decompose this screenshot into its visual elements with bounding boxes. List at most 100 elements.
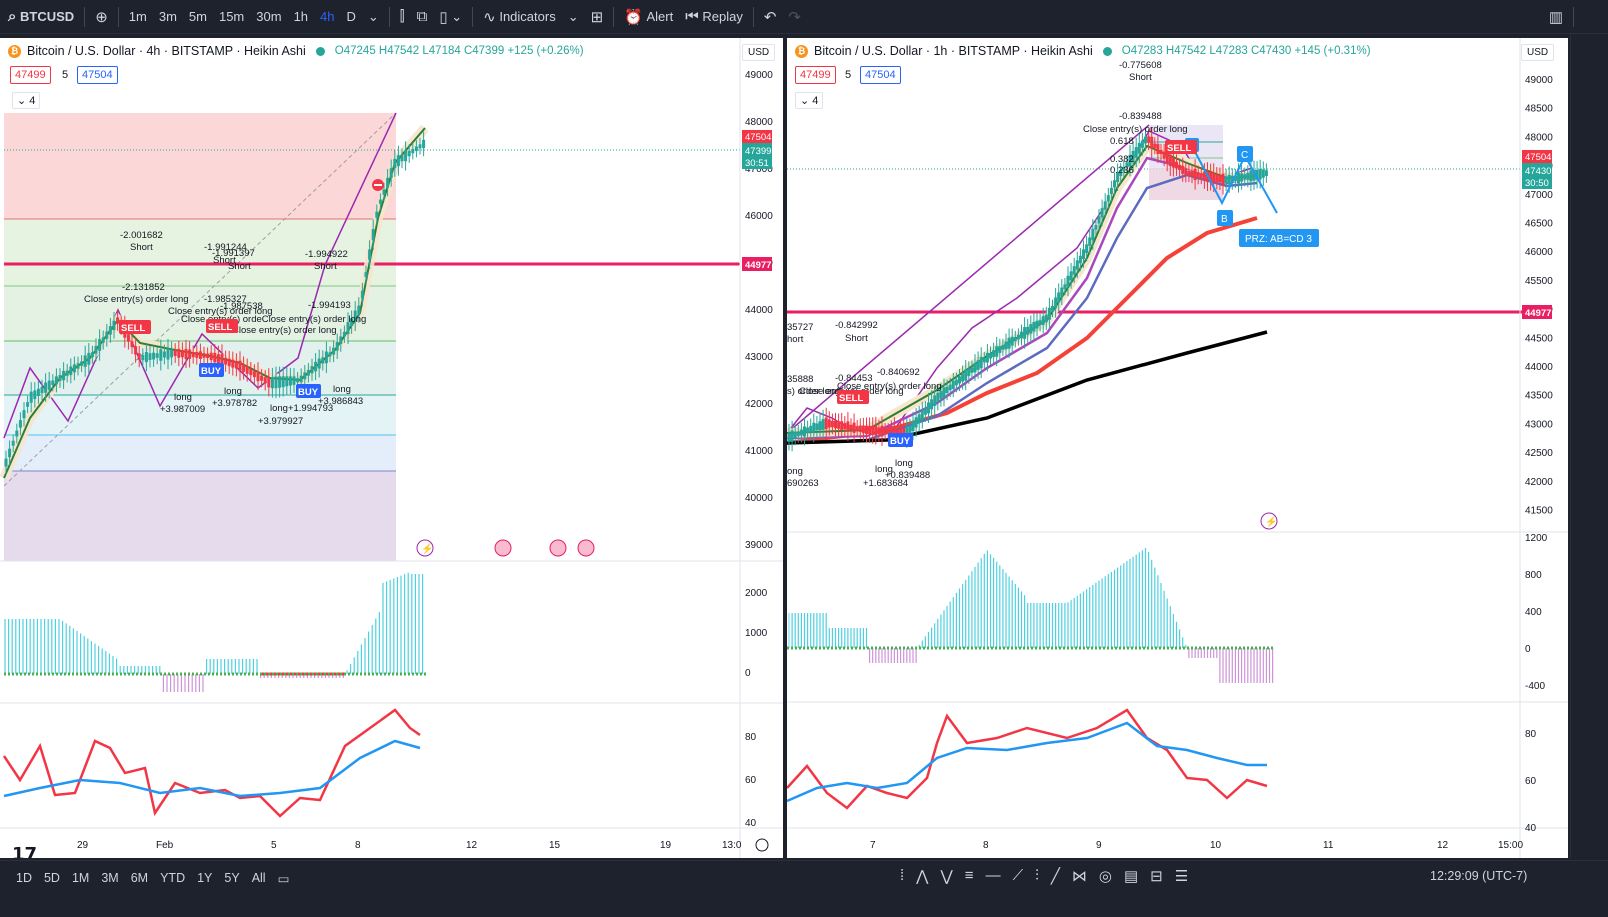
- strategy-annotation: long: [333, 384, 351, 395]
- candle-body: [414, 146, 418, 152]
- tf-1m[interactable]: 1m: [128, 9, 147, 24]
- elliott-icon[interactable]: ⋈: [1071, 868, 1087, 885]
- prz-label-box[interactable]: [1239, 229, 1319, 247]
- currency-selector[interactable]: USD: [742, 44, 776, 61]
- candle-body: [815, 423, 819, 431]
- point-c-marker[interactable]: [1237, 146, 1253, 162]
- range-6m[interactable]: 6M: [130, 871, 149, 885]
- strategy-annotation: Short: [845, 333, 868, 344]
- layouts-button[interactable]: ⊞: [585, 0, 610, 34]
- tf-30m[interactable]: 30m: [256, 9, 282, 24]
- range-5y[interactable]: 5Y: [224, 871, 240, 885]
- candle-body: [886, 429, 890, 434]
- candle-body: [923, 408, 927, 415]
- replay-button[interactable]: ⏮ Replay: [679, 0, 749, 34]
- pattern-abcd-icon[interactable]: ⋁: [940, 868, 953, 885]
- price-axis[interactable]: 4900048000470004600045000440004300042000…: [745, 70, 773, 829]
- long-position-icon[interactable]: ⊟: [1150, 868, 1163, 885]
- tf-15m[interactable]: 15m: [218, 9, 245, 24]
- price-tick-label: 48500: [1525, 104, 1553, 115]
- price-tick-label: 48000: [1525, 132, 1553, 143]
- candle-body: [65, 370, 69, 376]
- buy-signal-badge[interactable]: [199, 363, 224, 377]
- candle-body: [209, 352, 213, 361]
- fib-icon[interactable]: ≡: [964, 867, 974, 884]
- right-chart-panel[interactable]: A B C PRZ: AB=CD 3 -0.775608Short-0.8394…: [787, 38, 1568, 858]
- time-axis[interactable]: 29 Feb 5 8 12 15 19 13:0: [77, 840, 742, 851]
- range-ytd[interactable]: YTD: [160, 871, 186, 885]
- sell-button[interactable]: 47499: [10, 66, 51, 84]
- timeframe-dropdown[interactable]: ⌄: [362, 0, 385, 34]
- drag-handle-icon[interactable]: ⁞: [900, 867, 905, 884]
- sell-signal-badge[interactable]: [119, 320, 151, 334]
- chart-title: Bitcoin / U.S. Dollar · 1h · BITSTAMP · …: [814, 44, 1093, 58]
- candle-body: [809, 425, 813, 433]
- right-chart-canvas[interactable]: A B C PRZ: AB=CD 3 -0.775608Short-0.8394…: [787, 38, 1568, 858]
- bar-style-button[interactable]: ⫿: [394, 0, 411, 34]
- range-1d[interactable]: 1D: [16, 871, 32, 885]
- strategy-annotation: +3.986843: [318, 396, 363, 407]
- range-buttons: 1D 5D 1M 3M 6M YTD 1Y 5Y All ▭: [10, 867, 295, 890]
- buy-button[interactable]: 47504: [860, 66, 901, 84]
- add-symbol-button[interactable]: ⊕: [89, 0, 114, 34]
- indicators-collapse-button[interactable]: ⌄ 4: [12, 92, 41, 109]
- candle-body: [948, 384, 952, 391]
- symbol-search[interactable]: ⌕ BTCUSD: [0, 0, 80, 34]
- sell-signal-badge[interactable]: [837, 390, 869, 404]
- candle-body: [865, 425, 868, 435]
- clock[interactable]: 12:29:09 (UTC-7): [1430, 869, 1528, 883]
- fib-zone: [4, 395, 396, 435]
- range-1y[interactable]: 1Y: [197, 871, 213, 885]
- range-1m[interactable]: 1M: [71, 871, 90, 885]
- indicator-count: 4: [812, 95, 819, 107]
- left-chart-panel[interactable]: -2.001682 Short -1.991244 -1.991397 Short Sho…: [0, 38, 783, 858]
- horizontal-line-icon[interactable]: —: [985, 867, 1001, 884]
- candle-body: [166, 348, 170, 360]
- account-button[interactable]: [1578, 0, 1608, 34]
- point-b-marker[interactable]: [1217, 210, 1233, 226]
- redo-button[interactable]: ↷: [782, 0, 807, 34]
- range-5d[interactable]: 5D: [43, 871, 60, 885]
- tf-5m[interactable]: 5m: [188, 9, 207, 24]
- sell-signal-badge[interactable]: [206, 319, 238, 333]
- chart-type-button[interactable]: ▯ ⌄: [433, 0, 468, 34]
- buy-signal-badge[interactable]: [888, 433, 913, 447]
- event-icon[interactable]: [1260, 512, 1278, 530]
- indicators-collapse-button[interactable]: ⌄ 4: [795, 92, 824, 109]
- buy-button[interactable]: 47504: [77, 66, 118, 84]
- templates-button[interactable]: ⌄: [562, 0, 585, 34]
- trend-line-icon[interactable]: ╱: [1050, 868, 1060, 885]
- currency-selector[interactable]: USD: [1521, 44, 1555, 61]
- sell-button[interactable]: 47499: [795, 66, 836, 84]
- ray-icon[interactable]: ⟋: [1012, 867, 1024, 884]
- go-to-date-icon[interactable]: ▭: [277, 872, 290, 886]
- pattern-xabcd-icon[interactable]: ⋀: [916, 868, 929, 885]
- signal-label: SELL: [208, 322, 232, 333]
- sell-signal-badge[interactable]: [1165, 140, 1197, 154]
- menu-icon[interactable]: ☰: [1174, 868, 1189, 885]
- magnet-icon[interactable]: ◎: [1098, 868, 1112, 885]
- right-sidebar[interactable]: [1570, 34, 1608, 858]
- indicators-button[interactable]: ∿ Indicators: [477, 0, 562, 34]
- bars-icon[interactable]: ⫶: [1035, 867, 1039, 884]
- undo-button[interactable]: ↶: [758, 0, 783, 34]
- tf-D[interactable]: D: [346, 9, 356, 24]
- range-3m[interactable]: 3M: [101, 871, 119, 885]
- compare-button[interactable]: ⧉: [411, 0, 434, 34]
- layout-toggle-button[interactable]: ▥: [1543, 0, 1569, 34]
- settings-gear-icon[interactable]: [755, 838, 769, 852]
- us-flag-icon[interactable]: [577, 539, 595, 557]
- event-icon[interactable]: [416, 539, 434, 557]
- ruler-icon[interactable]: ▤: [1123, 868, 1139, 885]
- time-axis[interactable]: 7 8 9 10 11 12 15:00: [870, 840, 1523, 851]
- us-flag-icon[interactable]: [494, 539, 512, 557]
- us-flag-icon[interactable]: [549, 539, 567, 557]
- range-all[interactable]: All: [251, 871, 266, 885]
- tf-1h[interactable]: 1h: [293, 9, 309, 24]
- candle-body: [1147, 136, 1151, 143]
- buy-signal-badge[interactable]: [296, 384, 321, 398]
- tf-4h[interactable]: 4h: [320, 9, 335, 24]
- tf-3m[interactable]: 3m: [158, 9, 177, 24]
- alert-button[interactable]: ⏰ Alert: [618, 0, 679, 34]
